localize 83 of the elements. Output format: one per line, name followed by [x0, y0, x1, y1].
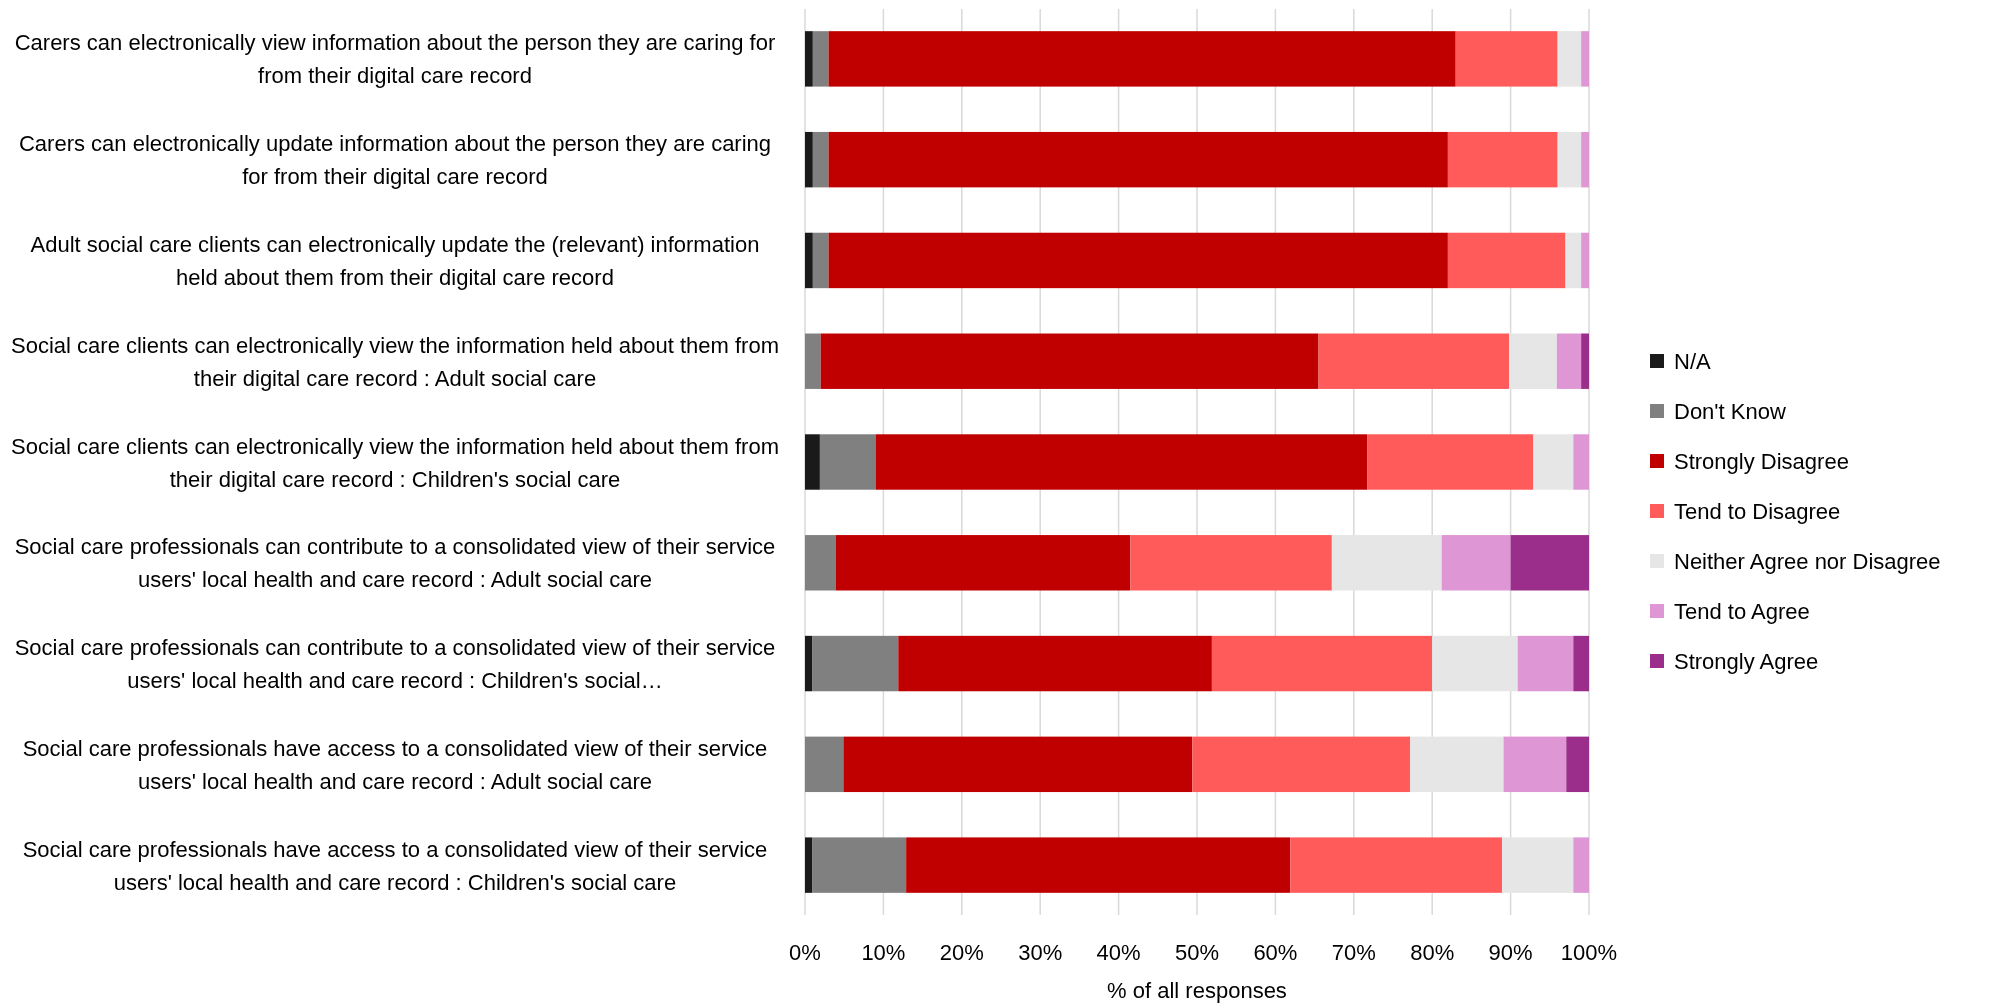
bar [1447, 131, 1558, 188]
x-tick-label: 0% [789, 940, 821, 965]
bar [1533, 434, 1574, 490]
bar [1566, 736, 1589, 793]
bar [1557, 131, 1582, 188]
legend-label: Tend to Disagree [1674, 499, 1841, 524]
bar [1331, 535, 1442, 591]
bar [828, 31, 1456, 87]
bar [805, 333, 821, 389]
x-tick-label: 60% [1253, 940, 1298, 965]
bar [812, 31, 829, 87]
x-tick-label: 20% [939, 940, 984, 965]
bar [828, 131, 1448, 188]
bar [812, 131, 829, 188]
bar [805, 635, 813, 692]
bar [805, 31, 813, 87]
bar [835, 535, 1131, 591]
y-tick-label: Social care professionals can contribute to a consolidated view of their service users' local health and care record : Adult social care [14, 534, 776, 593]
bar [1432, 635, 1518, 692]
legend-label: Strongly Disagree [1674, 449, 1849, 474]
bar [1211, 635, 1433, 692]
y-tick-label: Adult social care clients can electronically update the (relevant) information held about them from their digital care record [30, 231, 760, 290]
x-tick-label: 40% [1096, 940, 1141, 965]
bar [1565, 232, 1582, 289]
legend-label: Tend to Agree [1674, 599, 1810, 624]
bar [1501, 837, 1574, 893]
bar [1192, 736, 1411, 793]
y-tick-label: Social care professionals can contribute to a consolidated view of their service users' local health and care record : Children's social… [14, 635, 776, 694]
bar [1581, 232, 1589, 289]
bar [820, 333, 1319, 389]
bar [1581, 31, 1589, 87]
y-tick-label: Social care professionals have access to a consolidated view of their service users' local health and care record : Adult social care [22, 735, 768, 794]
bar [1441, 535, 1511, 591]
bar [1447, 232, 1566, 289]
legend-label: N/A [1674, 349, 1711, 374]
bar [805, 535, 836, 591]
bar [875, 434, 1368, 490]
bar [805, 232, 813, 289]
bar [1503, 736, 1567, 793]
bar [805, 837, 813, 893]
y-tick-label: Social care professionals have access to a consolidated view of their service users' local health and care record : Children's social care [22, 836, 768, 895]
x-tick-label: 50% [1174, 940, 1220, 965]
bar [1318, 333, 1510, 389]
x-tick-label: 80% [1410, 940, 1455, 965]
bar [828, 232, 1448, 289]
bar [1367, 434, 1534, 490]
bar [1410, 736, 1504, 793]
bar [1573, 434, 1589, 490]
x-tick-label: 70% [1331, 940, 1376, 965]
y-tick-label: Carers can electronically update information about the person they are caring for from their digital care record [18, 131, 772, 190]
bar [819, 434, 876, 490]
bar [1290, 837, 1502, 893]
bar [1517, 635, 1574, 692]
bar [1557, 31, 1582, 87]
x-tick-label: 90% [1488, 940, 1533, 965]
bar [843, 736, 1193, 793]
x-tick-label: 10% [861, 940, 906, 965]
bar [1581, 333, 1589, 389]
legend-label: Strongly Agree [1674, 649, 1819, 674]
x-tick-label: 100% [1560, 940, 1618, 965]
x-tick-label: 30% [1018, 940, 1063, 965]
bar [1130, 535, 1332, 591]
bar [805, 131, 813, 188]
bar [812, 635, 899, 692]
bar [812, 837, 907, 893]
legend-label: Don't Know [1674, 399, 1786, 424]
bar [1510, 535, 1589, 591]
x-axis-title: % of all responses [1107, 978, 1287, 1003]
y-tick-label: Carers can electronically view information about the person they are caring for from their digital care record [14, 30, 776, 89]
bar [1556, 333, 1582, 389]
bar [1573, 635, 1589, 692]
y-tick-label: Social care clients can electronically view the information held about them from their digital care record : Children's social care [11, 433, 779, 492]
bar [906, 837, 1291, 893]
legend-label: Neither Agree nor Disagree [1674, 549, 1941, 574]
y-tick-label: Social care clients can electronically view the information held about them from their digital care record : Adult social care [11, 332, 779, 391]
bar [812, 232, 829, 289]
bar [898, 635, 1212, 692]
bar [805, 736, 844, 793]
bar [1455, 31, 1558, 87]
bar [1509, 333, 1557, 389]
bar [1581, 131, 1589, 188]
bar [1573, 837, 1589, 893]
bar [805, 434, 820, 490]
